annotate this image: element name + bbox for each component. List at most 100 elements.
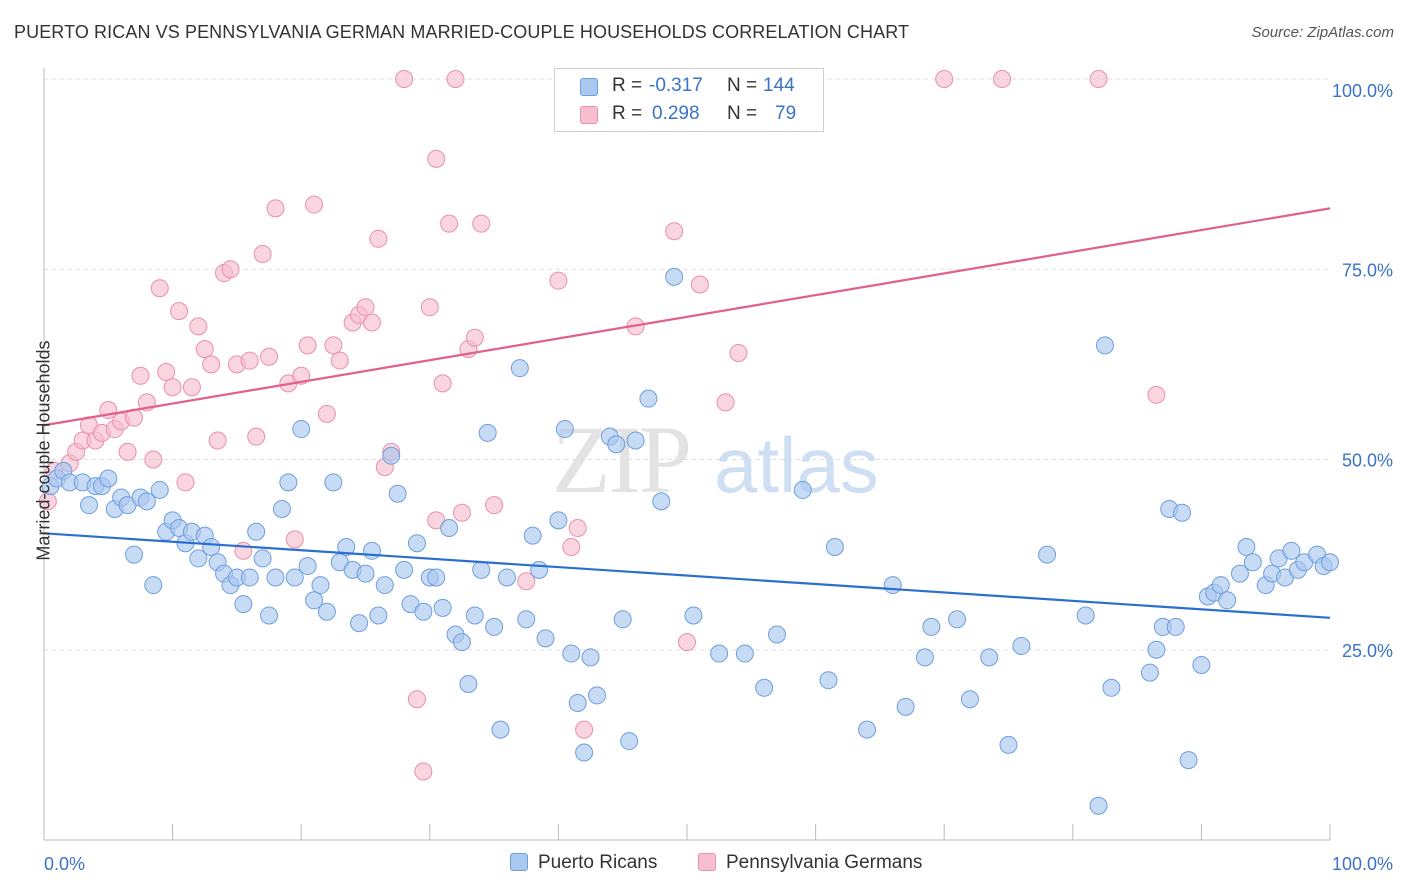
axes	[43, 68, 1331, 841]
data-point-pennsylvania-germans	[690, 275, 709, 294]
data-point-pennsylvania-germans	[993, 70, 1012, 88]
data-point-puerto-ricans	[253, 549, 272, 568]
series-puerto-ricans	[41, 267, 1339, 815]
data-point-puerto-ricans	[137, 492, 156, 511]
data-point-puerto-ricans	[382, 446, 401, 465]
data-point-pennsylvania-germans	[317, 404, 336, 423]
data-point-puerto-ricans	[305, 591, 324, 610]
data-point-puerto-ricans	[125, 545, 144, 564]
data-point-pennsylvania-germans	[292, 366, 311, 385]
data-point-pennsylvania-germans	[485, 496, 504, 515]
legend-r-value: 0.298	[652, 103, 700, 124]
data-point-pennsylvania-germans	[253, 245, 272, 264]
data-point-pennsylvania-germans	[414, 762, 433, 781]
chart-title: PUERTO RICAN VS PENNSYLVANIA GERMAN MARR…	[14, 22, 910, 42]
data-point-puerto-ricans	[1179, 751, 1198, 770]
data-point-puerto-ricans	[292, 420, 311, 439]
legend-n-label: N =	[727, 75, 758, 96]
data-point-pennsylvania-germans	[1089, 70, 1108, 88]
data-point-puerto-ricans	[414, 602, 433, 621]
data-point-puerto-ricans	[1012, 636, 1031, 655]
data-point-pennsylvania-germans	[144, 450, 163, 469]
data-point-pennsylvania-germans	[260, 347, 279, 366]
y-axis-label: Married-couple Households	[33, 340, 54, 561]
legend-label: Pennsylvania Germans	[726, 852, 923, 873]
data-point-puerto-ricans	[1230, 564, 1249, 583]
bottom-legend-pennsylvania-germans: Pennsylvania Germans	[698, 852, 922, 874]
data-point-pennsylvania-germans	[118, 442, 137, 461]
data-point-puerto-ricans	[999, 735, 1018, 754]
data-point-pennsylvania-germans	[362, 313, 381, 332]
data-point-puerto-ricans	[1102, 678, 1121, 697]
data-point-puerto-ricans	[285, 568, 304, 587]
data-point-puerto-ricans	[555, 420, 574, 439]
data-point-puerto-ricans	[1038, 545, 1057, 564]
trend-lines	[43, 207, 1331, 619]
data-point-pennsylvania-germans	[330, 351, 349, 370]
data-point-pennsylvania-germans	[935, 70, 954, 88]
data-point-puerto-ricans	[536, 629, 555, 648]
data-point-pennsylvania-germans	[407, 690, 426, 709]
data-point-puerto-ricans	[819, 671, 838, 690]
data-point-puerto-ricans	[915, 648, 934, 667]
data-point-pennsylvania-germans	[568, 518, 587, 537]
data-point-pennsylvania-germans	[395, 70, 414, 88]
legend-r-label: R =	[612, 103, 643, 124]
data-point-puerto-ricans	[324, 473, 343, 492]
data-point-puerto-ricans	[459, 674, 478, 693]
legend-r-label: R =	[612, 75, 643, 96]
data-point-puerto-ricans	[530, 560, 549, 579]
data-point-puerto-ricans	[440, 518, 459, 537]
data-point-pennsylvania-germans	[157, 362, 176, 381]
data-point-puerto-ricans	[240, 568, 259, 587]
data-point-puerto-ricans	[356, 564, 375, 583]
data-point-puerto-ricans	[960, 690, 979, 709]
data-point-pennsylvania-germans	[427, 149, 446, 168]
data-point-pennsylvania-germans	[716, 393, 735, 412]
data-point-puerto-ricans	[883, 576, 902, 595]
data-point-puerto-ricans	[575, 743, 594, 762]
data-point-pennsylvania-germans	[678, 633, 696, 652]
data-point-puerto-ricans	[144, 576, 163, 595]
data-point-pennsylvania-germans	[285, 530, 304, 549]
legend-r-value: -0.317	[649, 75, 703, 96]
source-credit: Source: ZipAtlas.com	[1251, 24, 1394, 41]
data-point-pennsylvania-germans	[517, 572, 536, 591]
data-point-pennsylvania-germans	[208, 431, 227, 450]
data-point-pennsylvania-germans	[452, 503, 471, 522]
data-point-pennsylvania-germans	[176, 473, 195, 492]
data-point-puerto-ricans	[1192, 655, 1211, 674]
data-point-puerto-ricans	[1237, 538, 1256, 557]
data-point-puerto-ricans	[613, 610, 632, 629]
data-point-pennsylvania-germans	[247, 427, 266, 446]
data-point-puerto-ricans	[1243, 553, 1262, 572]
data-point-pennsylvania-germans	[1147, 385, 1166, 404]
data-point-puerto-ricans	[189, 549, 208, 568]
data-point-pennsylvania-germans	[465, 328, 484, 347]
data-point-puerto-ricans	[710, 644, 729, 663]
data-point-puerto-ricans	[1173, 503, 1192, 522]
data-point-pennsylvania-germans	[221, 260, 240, 279]
data-point-puerto-ricans	[478, 423, 497, 442]
data-point-pennsylvania-germans	[665, 222, 684, 241]
data-point-puerto-ricans	[452, 633, 471, 652]
data-point-pennsylvania-germans	[446, 70, 465, 88]
data-point-pennsylvania-germans	[170, 302, 189, 321]
data-point-pennsylvania-germans	[234, 541, 253, 560]
data-point-puerto-ricans	[1147, 640, 1166, 659]
data-point-puerto-ricans	[272, 499, 291, 518]
data-point-pennsylvania-germans	[195, 340, 214, 359]
data-point-pennsylvania-germans	[729, 343, 748, 362]
data-point-pennsylvania-germans	[150, 279, 169, 298]
data-point-puerto-ricans	[825, 538, 844, 557]
y-tick-label: 100.0%	[1332, 81, 1393, 101]
legend-row-pennsylvania-germans: R = 0.298 N = 79	[555, 100, 823, 130]
data-point-puerto-ricans	[768, 625, 787, 644]
watermark: ZIP atlas	[552, 406, 879, 513]
data-point-puerto-ricans	[465, 606, 484, 625]
series-pennsylvania-germans	[38, 70, 1166, 781]
data-point-puerto-ricans	[607, 435, 626, 454]
data-point-puerto-ricans	[510, 359, 529, 378]
watermark-zip: ZIP	[552, 406, 690, 513]
y-tick-label: 25.0%	[1342, 641, 1393, 661]
